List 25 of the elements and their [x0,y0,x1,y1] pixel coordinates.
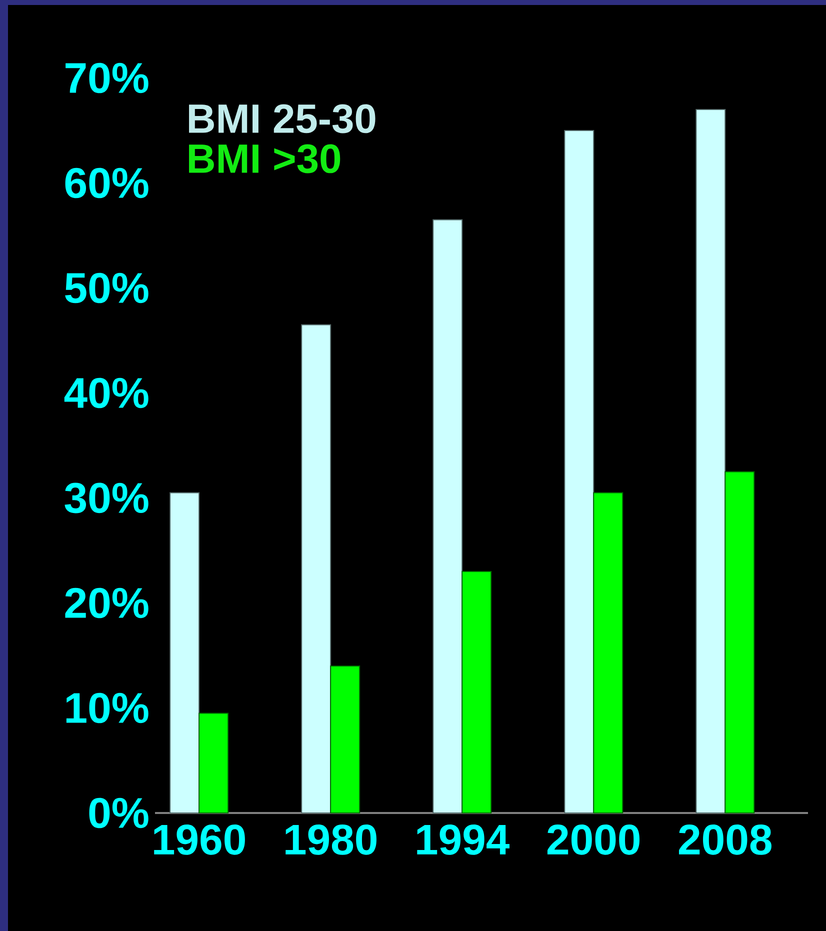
bar [724,471,755,814]
bar [330,665,360,814]
x-tick-label: 1980 [286,824,376,855]
x-tick-label: 2008 [678,824,772,855]
y-tick-label: 10% [66,692,148,724]
bar [198,712,229,814]
y-tick-label: 40% [64,378,148,408]
x-tick-label: 2000 [547,824,640,855]
text: BMI 25-30 [189,104,376,134]
y-tick-label: 20% [65,588,148,618]
y-tick-label: 0% [89,798,148,828]
y-tick-label: 30% [64,482,148,514]
bar [462,570,492,814]
bar [696,108,726,814]
text: BMI >30 [189,144,340,174]
y-tick-label: 70% [66,62,148,94]
x-tick-label: 1960 [154,824,245,855]
x-tick-label: 1994 [417,824,510,855]
y-tick-label: 60% [65,168,148,198]
bar [170,492,200,814]
y-tick-label: 50% [65,272,148,304]
bar [432,219,463,814]
bar [593,492,624,814]
bar [564,130,594,814]
bar [301,324,332,814]
